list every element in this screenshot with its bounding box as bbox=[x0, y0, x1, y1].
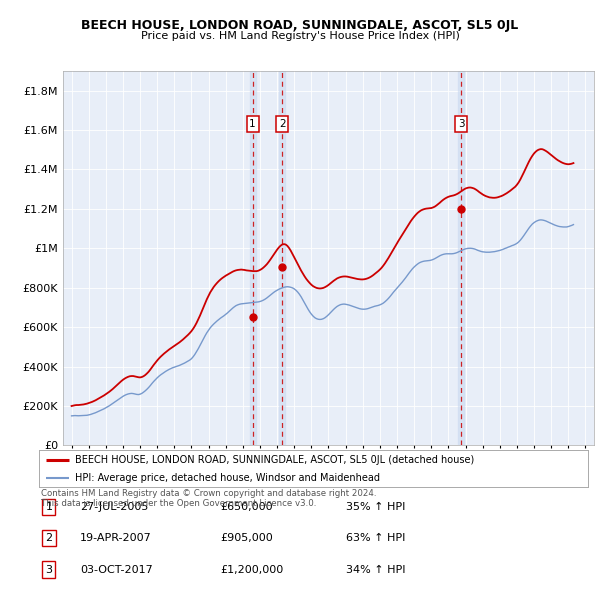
Bar bbox=[458, 71, 464, 445]
Text: 35% ↑ HPI: 35% ↑ HPI bbox=[346, 502, 406, 512]
Text: HPI: Average price, detached house, Windsor and Maidenhead: HPI: Average price, detached house, Wind… bbox=[74, 473, 380, 483]
Text: 3: 3 bbox=[46, 565, 52, 575]
Text: 1: 1 bbox=[46, 502, 52, 512]
Text: 2: 2 bbox=[279, 119, 286, 129]
Text: Price paid vs. HM Land Registry's House Price Index (HPI): Price paid vs. HM Land Registry's House … bbox=[140, 31, 460, 41]
Text: £905,000: £905,000 bbox=[220, 533, 273, 543]
Text: BEECH HOUSE, LONDON ROAD, SUNNINGDALE, ASCOT, SL5 0JL: BEECH HOUSE, LONDON ROAD, SUNNINGDALE, A… bbox=[82, 19, 518, 32]
Text: Contains HM Land Registry data © Crown copyright and database right 2024.
This d: Contains HM Land Registry data © Crown c… bbox=[41, 489, 376, 508]
Text: 19-APR-2007: 19-APR-2007 bbox=[80, 533, 152, 543]
Bar bbox=[250, 71, 256, 445]
Bar bbox=[279, 71, 286, 445]
Text: 03-OCT-2017: 03-OCT-2017 bbox=[80, 565, 153, 575]
Text: 63% ↑ HPI: 63% ↑ HPI bbox=[346, 533, 406, 543]
Text: 1: 1 bbox=[250, 119, 256, 129]
Text: £650,000: £650,000 bbox=[220, 502, 273, 512]
Text: 2: 2 bbox=[46, 533, 52, 543]
Text: £1,200,000: £1,200,000 bbox=[220, 565, 283, 575]
Text: 3: 3 bbox=[458, 119, 464, 129]
Text: 34% ↑ HPI: 34% ↑ HPI bbox=[346, 565, 406, 575]
Text: BEECH HOUSE, LONDON ROAD, SUNNINGDALE, ASCOT, SL5 0JL (detached house): BEECH HOUSE, LONDON ROAD, SUNNINGDALE, A… bbox=[74, 455, 474, 466]
Text: 27-JUL-2005: 27-JUL-2005 bbox=[80, 502, 149, 512]
